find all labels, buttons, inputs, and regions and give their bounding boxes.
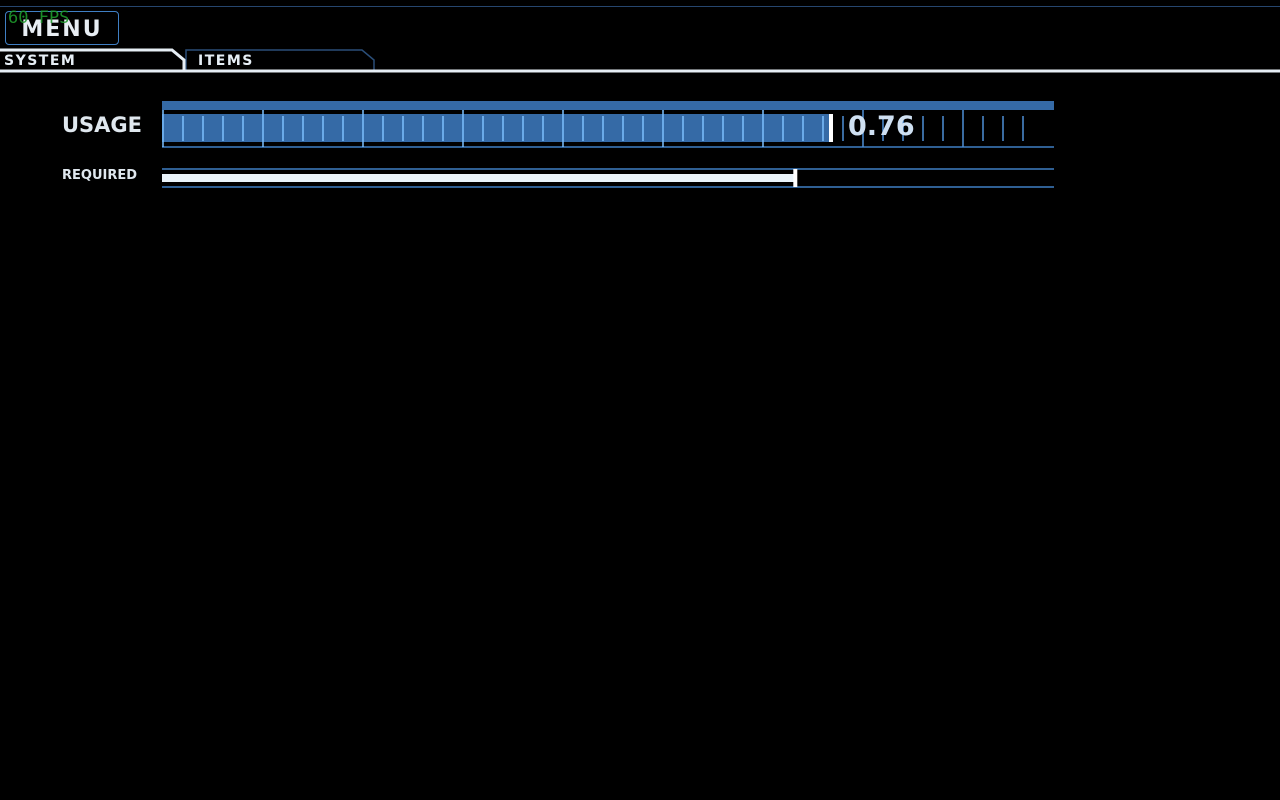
usage-header-band bbox=[162, 101, 1054, 110]
required-level-marker bbox=[793, 169, 798, 187]
tab-items-outline bbox=[185, 49, 375, 70]
tab-items-label: ITEMS bbox=[198, 53, 254, 69]
required-label: REQUIRED bbox=[62, 168, 138, 183]
tab-system-outline bbox=[0, 48, 186, 71]
top-border-line bbox=[0, 6, 1280, 7]
menu-button[interactable]: MENU bbox=[5, 11, 119, 45]
usage-level-marker bbox=[829, 114, 833, 142]
usage-value: 0.76 bbox=[848, 111, 915, 142]
usage-label: USAGE bbox=[62, 113, 143, 137]
tab-bar bbox=[0, 48, 1280, 73]
tab-system-label: SYSTEM bbox=[4, 53, 77, 69]
usage-ticks bbox=[162, 110, 1024, 147]
usage-fill-bar bbox=[162, 114, 831, 142]
required-fill-bar bbox=[162, 174, 796, 182]
